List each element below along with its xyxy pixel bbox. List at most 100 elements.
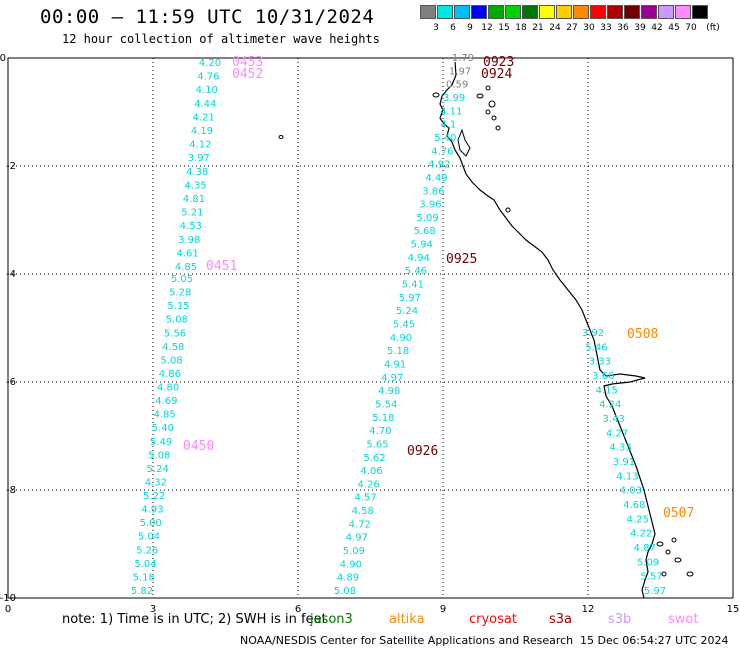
wave-height-label: 4.97: [346, 533, 368, 544]
colorbar-label: 39: [634, 23, 646, 33]
colorbar-swatch: [590, 5, 606, 19]
track-swot: 5.05 5.28 5.15 5.08 5.56 4.58 5.08 4.86 4.80 4.69…: [131, 274, 214, 597]
wave-height-label: 4.86: [159, 369, 181, 380]
colorbar-label: 36: [617, 23, 629, 33]
island: [485, 85, 491, 91]
wave-height-label: 4.93: [141, 505, 163, 516]
coastline: [278, 61, 694, 599]
wave-height-label: 4.58: [162, 342, 184, 353]
wave-height-label: 4.85: [153, 410, 175, 421]
island: [491, 115, 497, 121]
wave-height-label: 4.90: [390, 333, 412, 344]
wave-height-label: 5.94: [411, 240, 433, 251]
wave-height-label: 5.41: [402, 280, 424, 291]
wave-height-label: 5.57: [640, 572, 662, 583]
pass-time-label: 0453: [232, 55, 263, 70]
wave-height-label: 5.08: [334, 586, 356, 597]
wave-height-label: 4.32: [145, 477, 167, 488]
x-tick-label: 6: [295, 604, 301, 615]
wave-height-label: 3.97: [188, 153, 210, 164]
wave-height-label: 1.79: [452, 53, 474, 64]
wave-height-label: 4.27: [606, 428, 628, 439]
wave-height-label: 5.40: [152, 423, 174, 434]
colorbar-swatch: [641, 5, 657, 19]
colorbar-label: 33: [600, 23, 612, 33]
wave-height-label: 4.15: [596, 385, 618, 396]
colorbar-swatch: [539, 5, 555, 19]
wave-height-label: 4.91: [384, 359, 406, 370]
x-tick-label: 0: [5, 604, 11, 615]
island: [476, 93, 484, 99]
colorbar-swatch: [522, 5, 538, 19]
wave-height-label: 5.28: [169, 288, 191, 299]
x-tick-label: 12: [582, 604, 595, 615]
island: [661, 571, 667, 577]
y-tick-label: 0: [0, 53, 6, 64]
wave-height-label: 4.26: [357, 479, 379, 490]
wave-height-label: 4.90: [340, 559, 362, 570]
wave-height-label: 4.44: [194, 99, 216, 110]
island: [686, 571, 694, 577]
wave-height-label: 3.66: [592, 371, 614, 382]
island: [278, 135, 284, 139]
legend-swot: swot: [668, 612, 699, 627]
wave-height-label: 4.21: [192, 112, 214, 123]
wave-height-label: 4.81: [183, 194, 205, 205]
wave-height-label: 4.11: [440, 106, 462, 117]
wave-height-label: 4.97: [381, 373, 403, 384]
wave-height-label: 4.35: [184, 180, 206, 191]
wave-height-label: 3.96: [419, 200, 441, 211]
axis-ticks: 0 3 6 9 12 15 0 -2 -4 -6 -8 -10: [0, 53, 739, 615]
island: [671, 537, 677, 543]
x-tick-label: 15: [727, 604, 740, 615]
wave-height-label: 5.00: [140, 518, 162, 529]
island: [488, 100, 496, 108]
track-s3a: 1.79 1.97 0.59 3.99 4.11 4.1 5.40 4.76 4.92 4.49 3…: [334, 53, 514, 597]
colorbar-label: 45: [668, 23, 680, 33]
wave-height-label: 4.69: [155, 396, 177, 407]
pass-time-label: 0507: [663, 506, 694, 521]
island: [656, 541, 664, 547]
wave-height-label: 5.24: [147, 464, 169, 475]
wave-height-label: 4.85: [175, 262, 197, 273]
wave-height-label: 4.57: [355, 493, 377, 504]
wave-height-label: 5.21: [181, 208, 203, 219]
wave-height-label: 1.97: [449, 66, 471, 77]
colorbar-swatch: [420, 5, 436, 19]
wave-height-label: 5.49: [150, 437, 172, 448]
wave-height-label: 4.92: [428, 160, 450, 171]
legend-s3b: s3b: [608, 612, 632, 627]
legend-altika: altika: [389, 612, 425, 627]
colorbar-swatch: [505, 5, 521, 19]
map-grid: [8, 58, 733, 598]
colorbar-label: 15: [498, 23, 510, 33]
wave-height-label: 4.70: [369, 426, 391, 437]
wave-height-label: 4.61: [176, 248, 198, 259]
track-altika: 3.92 5.46 3.33 3.66 4.15 4.24 3.43 4.27 4.33 3.91…: [582, 327, 694, 597]
wave-height-label: 5.62: [363, 453, 385, 464]
wave-height-label: 5.97: [644, 586, 666, 597]
wave-height-label: 5.40: [434, 133, 456, 144]
wave-height-label: 5.68: [414, 226, 436, 237]
wave-height-label: 3.86: [422, 186, 444, 197]
colorbar-swatch: [692, 5, 708, 19]
wave-height-label: 5.46: [405, 266, 427, 277]
wave-height-label: 4.13: [616, 471, 638, 482]
colorbar-label: 30: [583, 23, 595, 33]
wave-height-label: 4.76: [197, 72, 219, 83]
wave-height-label: 4.68: [623, 500, 645, 511]
wave-height-label: 5.18: [372, 413, 394, 424]
island: [495, 125, 501, 131]
pass-time-label: 0450: [183, 439, 214, 454]
map-border: [7, 57, 734, 599]
wave-height-label: 3.98: [178, 235, 200, 246]
footnote: note: 1) Time is in UTC; 2) SWH is in fe…: [62, 612, 327, 627]
y-tick-label: -10: [0, 593, 16, 604]
wave-height-label: 4.10: [196, 85, 218, 96]
wave-height-label: 5.08: [166, 315, 188, 326]
pass-time-label: 0923: [483, 55, 514, 70]
wave-height-label: 4.03: [620, 486, 642, 497]
colorbar-label: 24: [549, 23, 561, 33]
wave-height-label: 4.1: [440, 120, 456, 131]
